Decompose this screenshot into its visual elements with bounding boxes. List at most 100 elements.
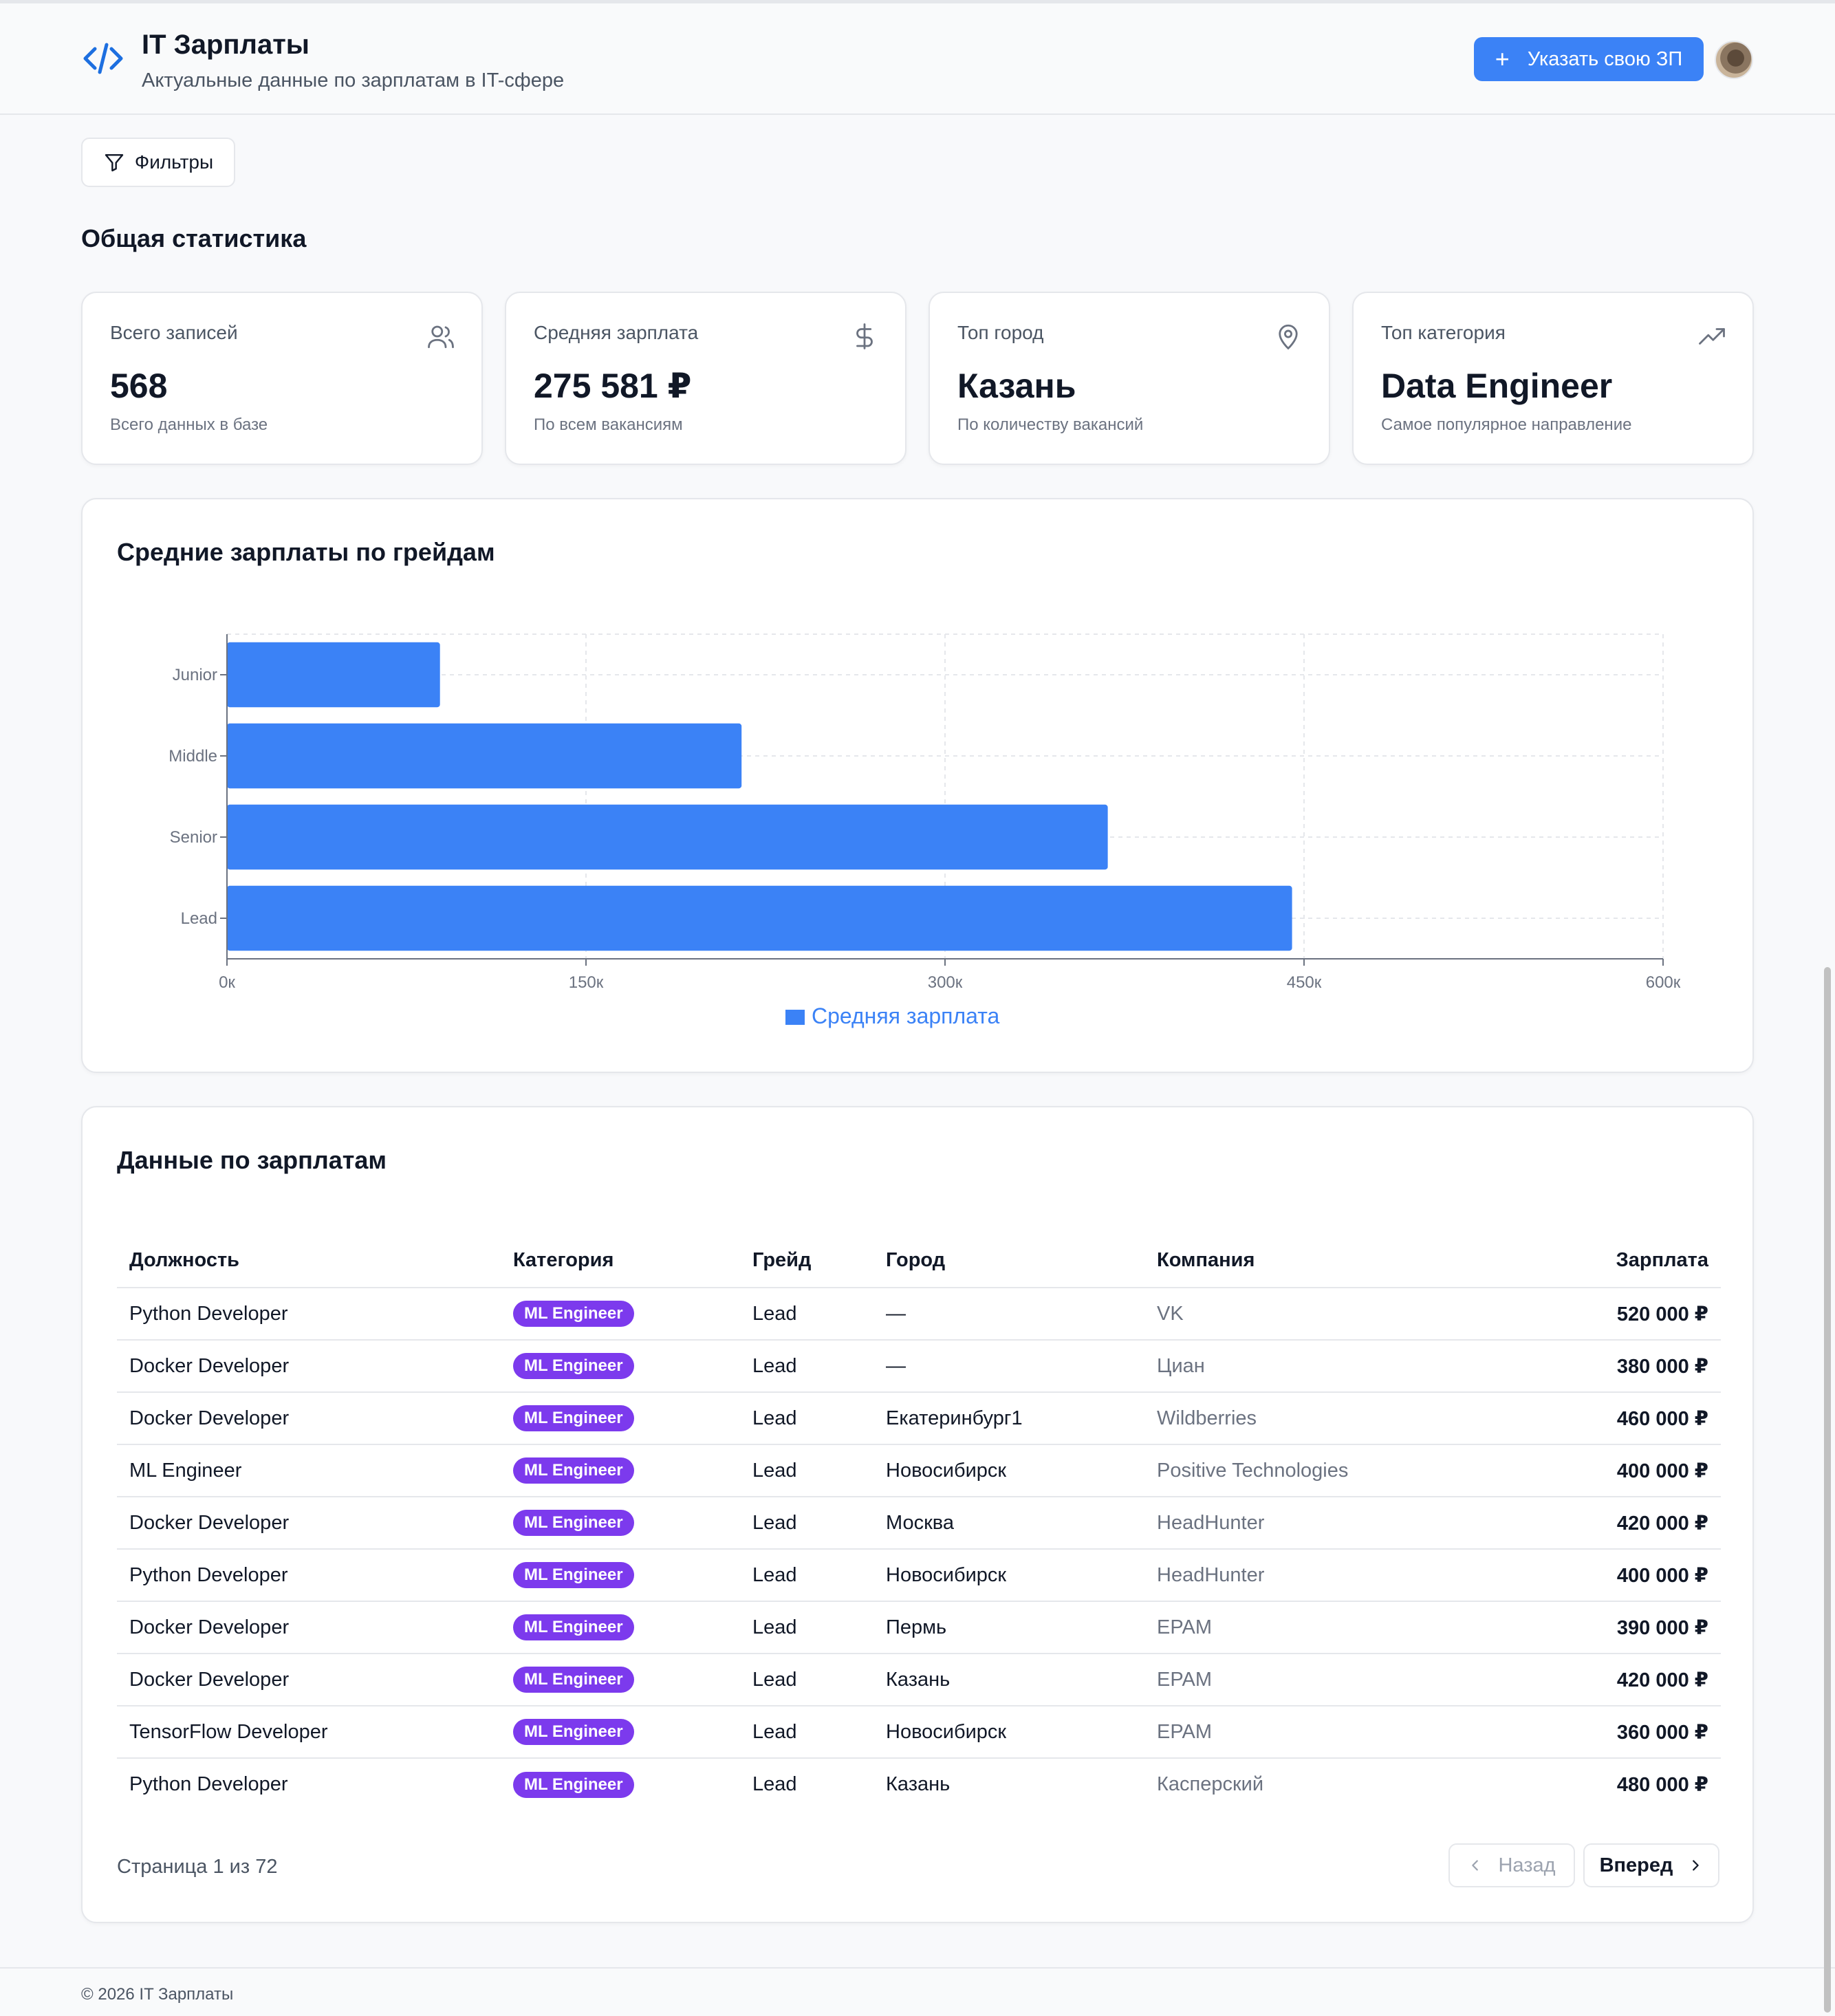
cell-category: ML Engineer bbox=[501, 1391, 740, 1444]
copyright: © 2026 IT Зарплаты bbox=[81, 1985, 234, 2004]
stat-card-total: Всего записей 568 Всего данных в базе bbox=[81, 292, 483, 465]
trending-up-icon bbox=[1699, 328, 1725, 345]
table-row[interactable]: Docker Developer ML Engineer Lead Казань EPA… bbox=[117, 1653, 1721, 1706]
cell-position: Docker Developer bbox=[117, 1496, 501, 1549]
cell-grade: Lead bbox=[740, 1705, 873, 1758]
cell-grade: Lead bbox=[740, 1548, 873, 1601]
table-header-row: Должность Категория Грейд Город Компания… bbox=[117, 1234, 1721, 1288]
cell-city: Казань bbox=[873, 1653, 1144, 1706]
cell-position: Docker Developer bbox=[117, 1339, 501, 1392]
dollar-icon bbox=[856, 323, 873, 349]
cell-category: ML Engineer bbox=[501, 1496, 740, 1549]
next-page-label: Вперед bbox=[1599, 1854, 1673, 1876]
cell-company: VK bbox=[1144, 1287, 1433, 1340]
table-row[interactable]: Docker Developer ML Engineer Lead Екатеринб… bbox=[117, 1391, 1721, 1444]
cell-salary: 480 000 ₽ bbox=[1433, 1757, 1721, 1810]
category-badge: ML Engineer bbox=[513, 1353, 634, 1379]
cell-grade: Lead bbox=[740, 1601, 873, 1654]
stat-desc: По всем вакансиям bbox=[534, 415, 683, 434]
category-badge: ML Engineer bbox=[513, 1562, 634, 1588]
column-header-category: Категория bbox=[513, 1249, 614, 1271]
cell-position: TensorFlow Developer bbox=[117, 1705, 501, 1758]
category-badge: ML Engineer bbox=[513, 1510, 634, 1536]
stat-label: Всего записей bbox=[110, 322, 238, 343]
cell-city: Москва bbox=[873, 1496, 1144, 1549]
category-badge: ML Engineer bbox=[513, 1405, 634, 1431]
column-header-company: Компания bbox=[1157, 1249, 1255, 1271]
cell-category: ML Engineer bbox=[501, 1339, 740, 1392]
prev-page-label: Назад bbox=[1498, 1854, 1556, 1876]
table-row[interactable]: Python Developer ML Engineer Lead Новосибир… bbox=[117, 1548, 1721, 1601]
category-badge: ML Engineer bbox=[513, 1719, 634, 1745]
table-title: Данные по зарплатам bbox=[117, 1146, 387, 1174]
cell-grade: Lead bbox=[740, 1287, 873, 1340]
cell-category: ML Engineer bbox=[501, 1601, 740, 1654]
prev-page-button[interactable]: Назад bbox=[1448, 1843, 1575, 1887]
stat-label: Топ город bbox=[957, 322, 1044, 343]
bar-senior bbox=[227, 804, 1108, 870]
cell-grade: Lead bbox=[740, 1757, 873, 1810]
app-title: IT Зарплаты bbox=[142, 30, 310, 60]
cell-city: Новосибирск bbox=[873, 1705, 1144, 1758]
category-badge: ML Engineer bbox=[513, 1301, 634, 1327]
table-row[interactable]: Python Developer ML Engineer Lead — VK 520 00… bbox=[117, 1287, 1721, 1340]
add-salary-button[interactable]: + Указать свою ЗП bbox=[1474, 37, 1704, 81]
cell-salary: 420 000 ₽ bbox=[1433, 1653, 1721, 1706]
cell-salary: 420 000 ₽ bbox=[1433, 1496, 1721, 1549]
cell-category: ML Engineer bbox=[501, 1757, 740, 1810]
category-badge: ML Engineer bbox=[513, 1667, 634, 1693]
cell-company: Positive Technologies bbox=[1144, 1444, 1433, 1497]
stat-label: Средняя зарплата bbox=[534, 322, 699, 343]
column-header-grade: Грейд bbox=[752, 1249, 812, 1271]
chart-title: Средние зарплаты по грейдам bbox=[117, 538, 495, 566]
bar-lead bbox=[227, 885, 1292, 951]
next-page-button[interactable]: Вперед bbox=[1583, 1843, 1719, 1887]
table-row[interactable]: TensorFlow Developer ML Engineer Lead Новос… bbox=[117, 1705, 1721, 1758]
bar-junior bbox=[227, 642, 440, 708]
cell-company: EPAM bbox=[1144, 1653, 1433, 1706]
filter-icon bbox=[105, 154, 124, 172]
users-icon bbox=[428, 325, 454, 349]
cell-category: ML Engineer bbox=[501, 1653, 740, 1706]
cell-city: Казань bbox=[873, 1757, 1144, 1810]
column-header-salary: Зарплата bbox=[1616, 1249, 1708, 1271]
table-row[interactable]: Python Developer ML Engineer Lead Казань Кас… bbox=[117, 1757, 1721, 1810]
cell-category: ML Engineer bbox=[501, 1444, 740, 1497]
cell-company: HeadHunter bbox=[1144, 1496, 1433, 1549]
cell-grade: Lead bbox=[740, 1496, 873, 1549]
cell-company: Wildberries bbox=[1144, 1391, 1433, 1444]
cell-position: Python Developer bbox=[117, 1757, 501, 1810]
cell-position: Docker Developer bbox=[117, 1391, 501, 1444]
salary-table: Должность Категория Грейд Город Компания… bbox=[117, 1234, 1721, 1810]
stats-section-title: Общая статистика bbox=[81, 224, 307, 252]
cell-position: Python Developer bbox=[117, 1287, 501, 1340]
table-row[interactable]: Docker Developer ML Engineer Lead Пермь EPAM… bbox=[117, 1601, 1721, 1654]
page-info: Страница 1 из 72 bbox=[117, 1856, 278, 1878]
map-pin-icon bbox=[1279, 324, 1298, 350]
filters-button[interactable]: Фильтры bbox=[81, 138, 235, 187]
avatar[interactable] bbox=[1715, 41, 1753, 79]
app-header: IT Зарплаты Актуальные данные по зарплат… bbox=[0, 3, 1835, 115]
category-badge: ML Engineer bbox=[513, 1457, 634, 1484]
cell-city: Новосибирск bbox=[873, 1444, 1144, 1497]
cell-city: — bbox=[873, 1339, 1144, 1392]
cell-company: Касперский bbox=[1144, 1757, 1433, 1810]
table-row[interactable]: Docker Developer ML Engineer Lead — Циан 380 … bbox=[117, 1339, 1721, 1392]
table-row[interactable]: ML Engineer ML Engineer Lead Новосибирск Pos… bbox=[117, 1444, 1721, 1497]
column-header-position: Должность bbox=[129, 1249, 239, 1271]
cell-category: ML Engineer bbox=[501, 1287, 740, 1340]
stat-label: Топ категория bbox=[1381, 322, 1506, 343]
cell-category: ML Engineer bbox=[501, 1705, 740, 1758]
stat-value: 568 bbox=[110, 367, 168, 405]
cell-category: ML Engineer bbox=[501, 1548, 740, 1601]
scrollbar[interactable] bbox=[1824, 967, 1831, 2013]
category-badge: ML Engineer bbox=[513, 1614, 634, 1640]
table-row[interactable]: Docker Developer ML Engineer Lead Москва Hea… bbox=[117, 1496, 1721, 1549]
legend-label: Средняя зарплата bbox=[812, 1004, 1000, 1028]
cell-position: ML Engineer bbox=[117, 1444, 501, 1497]
x-tick-label: 600к bbox=[1646, 973, 1681, 992]
cell-grade: Lead bbox=[740, 1444, 873, 1497]
cell-grade: Lead bbox=[740, 1339, 873, 1392]
stat-desc: Всего данных в базе bbox=[110, 415, 268, 434]
cell-salary: 460 000 ₽ bbox=[1433, 1391, 1721, 1444]
